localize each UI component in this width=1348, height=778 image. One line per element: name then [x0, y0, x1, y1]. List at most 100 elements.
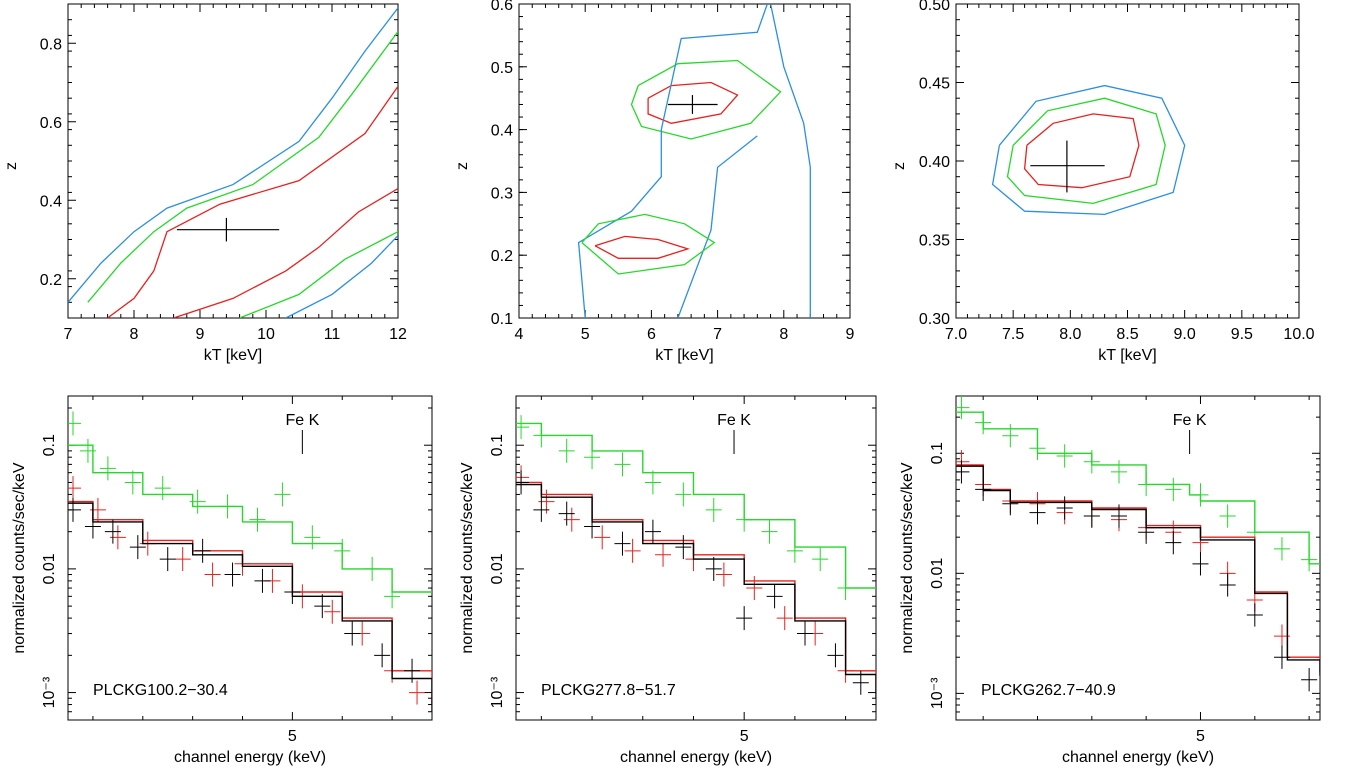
x-axis-label: kT [keV] — [1098, 347, 1156, 364]
spectrum-group — [516, 415, 876, 699]
y-tick-label: 0.35 — [919, 233, 950, 250]
contour-sigma1 — [1023, 113, 1140, 189]
y-tick-label: 0.3 — [491, 185, 513, 202]
contour-sigma2 — [239, 231, 398, 318]
contour-sigma3 — [677, 135, 758, 318]
x-tick-label: 6 — [647, 326, 656, 343]
y-axis-label: z — [891, 162, 908, 170]
x-tick-label: 7 — [64, 326, 73, 343]
panel-contour-3: 7.0 7.5 8.0 8.5 9.0 9.5 10.0 0.30 0.35 0.40 0.45 0.… — [891, 0, 1315, 364]
x-tick-label: 5 — [288, 728, 297, 745]
y-tick-label: 10⁻³ — [929, 677, 946, 709]
x-tick-label: 8.0 — [1059, 326, 1081, 343]
contour-sigma1 — [647, 81, 739, 124]
x-tick-label: 5 — [1196, 728, 1205, 745]
x-axis-label: kT [keV] — [655, 347, 713, 364]
y-tick-label: 0.45 — [919, 76, 950, 93]
cluster-name: PLCKG277.8−51.7 — [541, 682, 676, 699]
model-black — [516, 483, 876, 699]
contour-sigma3 — [285, 235, 398, 318]
spectrum-group — [68, 411, 432, 712]
y-tick-label: 0.5 — [491, 60, 513, 77]
fe-k-annotation: Fe K — [285, 412, 319, 429]
y-tick-label: 0.6 — [491, 0, 513, 14]
x-tick-label: 7.5 — [1002, 326, 1024, 343]
y-tick-label: 0.40 — [919, 154, 950, 171]
panel-contour-1: 7 8 9 10 11 12 0.2 0.4 0.6 0.8 kT [keV] z — [3, 3, 407, 364]
y-tick-label: 0.6 — [40, 115, 62, 132]
x-tick-label: 9.0 — [1174, 326, 1196, 343]
contour-sigma2 — [87, 31, 398, 303]
model-black — [68, 502, 432, 712]
y-axis-label: z — [3, 162, 20, 170]
x-axis-label: channel energy (keV) — [1062, 749, 1214, 766]
y-tick-label: 0.50 — [919, 0, 950, 14]
y-tick-label: 0.1 — [491, 311, 513, 328]
contour-sigma1 — [107, 86, 398, 318]
y-tick-label: 0.01 — [41, 553, 58, 584]
fe-k-annotation: Fe K — [717, 412, 751, 429]
x-tick-label: 8.5 — [1116, 326, 1138, 343]
plot-frame — [67, 395, 433, 721]
y-tick-label: 10⁻³ — [489, 676, 506, 708]
plot-frame — [67, 3, 399, 319]
cluster-name: PLCKG262.7−40.9 — [981, 682, 1116, 699]
y-axis-label: normalized counts/sec/keV — [459, 462, 476, 654]
y-tick-label: 0.4 — [40, 193, 62, 210]
y-tick-label: 0.01 — [929, 558, 946, 589]
y-tick-label: 0.30 — [919, 311, 950, 328]
model-red — [68, 500, 432, 705]
panel-spectrum-2: 0.1 0.01 10⁻³ 5 channel energy (keV) normaliz… — [459, 395, 877, 766]
contour-sigma2 — [1006, 97, 1166, 205]
x-axis-label: channel energy (keV) — [174, 749, 326, 766]
cluster-name: PLCKG100.2−30.4 — [93, 682, 228, 699]
plot-frame — [518, 3, 851, 319]
contour-sigma2 — [630, 59, 782, 140]
contour-sigma1 — [594, 235, 690, 259]
x-tick-label: 9.5 — [1231, 326, 1253, 343]
model-green — [516, 422, 876, 589]
contour-sigma3 — [577, 4, 768, 318]
spectrum-group — [956, 396, 1320, 692]
fe-k-annotation: Fe K — [1173, 412, 1207, 429]
x-tick-label: 7 — [713, 326, 722, 343]
contour-sigma2 — [581, 213, 716, 275]
panel-spectrum-1: 0.1 0.01 10⁻³ 5 channel energy (keV) normaliz… — [11, 395, 433, 766]
y-tick-label: 0.4 — [491, 123, 513, 140]
y-axis-label: z — [454, 162, 471, 170]
panel-contour-2: 4 5 6 7 8 9 0.1 0.2 0.3 0.4 0.5 0.6 kT [keV] z — [454, 0, 855, 364]
x-tick-label: 4 — [515, 326, 524, 343]
x-tick-label: 8 — [779, 326, 788, 343]
y-tick-label: 0.1 — [929, 442, 946, 464]
x-tick-label: 10 — [257, 326, 275, 343]
y-tick-label: 0.1 — [489, 434, 506, 456]
x-tick-label: 11 — [324, 326, 341, 343]
contour-sigma3 — [991, 84, 1186, 216]
y-tick-label: 0.2 — [491, 248, 513, 265]
model-green — [956, 411, 1320, 565]
x-tick-label: 9 — [846, 326, 855, 343]
x-tick-label: 5 — [581, 326, 590, 343]
plot-frame — [955, 3, 1300, 319]
panel-spectrum-3: 0.1 0.01 10⁻³ 5 channel energy (keV) normaliz… — [899, 395, 1321, 766]
y-tick-label: 0.01 — [489, 553, 506, 584]
contour-sigma3 — [769, 4, 811, 318]
contour-sigma1 — [173, 187, 398, 318]
y-axis-label: normalized counts/sec/keV — [11, 462, 28, 654]
y-tick-label: 10⁻³ — [41, 676, 58, 708]
contour-sigma3 — [68, 7, 398, 303]
x-axis-label: channel energy (keV) — [620, 749, 772, 766]
x-tick-label: 5 — [740, 728, 749, 745]
contour-group — [68, 7, 398, 318]
model-green — [68, 444, 432, 593]
x-tick-label: 12 — [389, 326, 407, 343]
contour-group — [991, 84, 1186, 216]
x-axis-label: kT [keV] — [204, 347, 262, 364]
y-tick-label: 0.2 — [40, 272, 62, 289]
y-tick-label: 0.8 — [40, 36, 62, 53]
x-tick-label: 8 — [130, 326, 139, 343]
x-tick-label: 9 — [196, 326, 205, 343]
x-tick-label: 10.0 — [1283, 326, 1314, 343]
y-tick-label: 0.1 — [41, 434, 58, 456]
